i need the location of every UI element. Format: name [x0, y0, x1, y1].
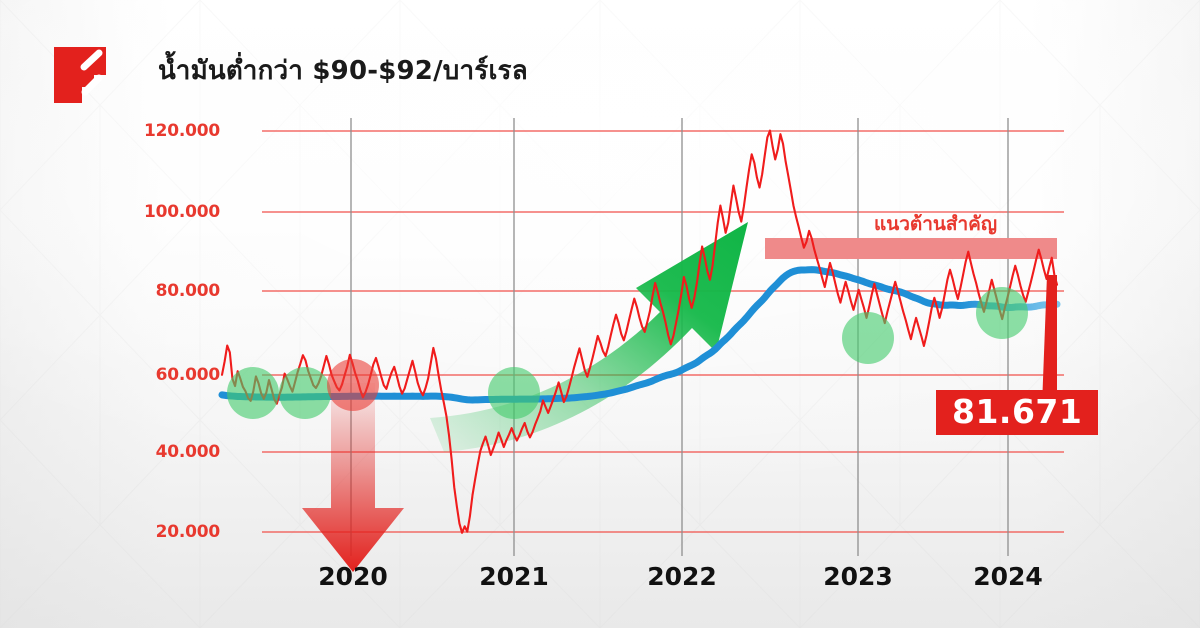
y-tick-label: 80.000 [155, 281, 221, 301]
x-tick-label: 2023 [823, 562, 893, 591]
marker-green-circle [488, 367, 540, 419]
marker-green-circle [976, 287, 1028, 339]
chart-markers [227, 287, 1028, 419]
y-tick-label: 100.000 [143, 202, 220, 222]
marker-green-circle [842, 312, 894, 364]
x-tick-label: 2020 [318, 562, 388, 591]
y-tick-label: 120.000 [143, 121, 220, 141]
x-tick-label: 2022 [647, 562, 717, 591]
marker-green-circle [227, 367, 279, 419]
current-price-badge: 81.671 [936, 390, 1099, 435]
resistance-annotation-label: แนวต้านสำคัญ [874, 213, 998, 235]
rally-up-arrow [430, 222, 748, 452]
pptvhd-logo-icon[interactable] [52, 45, 108, 105]
resistance-band [765, 238, 1057, 259]
y-tick-label: 20.000 [155, 522, 221, 542]
marker-green-circle [279, 367, 331, 419]
marker-red-circle [327, 359, 379, 411]
crash-down-arrow [302, 383, 404, 572]
x-tick-label: 2024 [973, 562, 1043, 591]
y-tick-label: 40.000 [155, 442, 221, 462]
page-title: น้ำมันต่ำกว่า $90-$92/บาร์เรล [158, 56, 528, 86]
x-tick-label: 2021 [479, 562, 549, 591]
y-tick-label: 60.000 [155, 365, 221, 385]
